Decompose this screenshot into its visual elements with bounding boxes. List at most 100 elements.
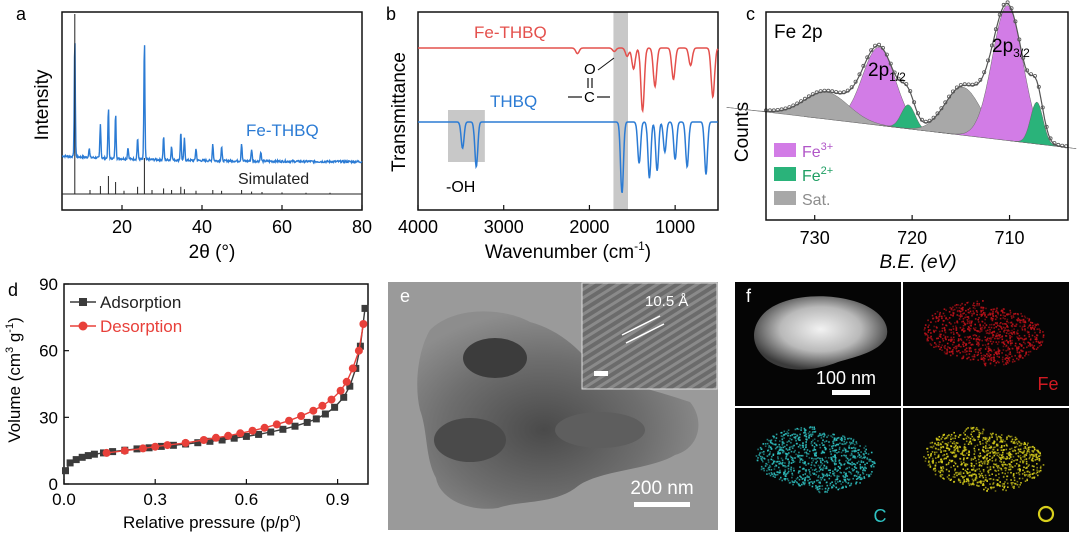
a-plot-frame [61, 11, 363, 211]
f-map-pixel [927, 331, 930, 333]
f-map-pixel [823, 435, 825, 438]
f-c-map-tile [735, 408, 901, 532]
f-map-pixel [792, 461, 795, 463]
f-map-pixel [1004, 323, 1006, 325]
f-map-pixel [972, 468, 975, 471]
f-map-pixel [986, 466, 989, 469]
f-map-pixel [975, 428, 977, 431]
f-map-pixel [829, 450, 832, 453]
f-map-pixel [847, 459, 850, 462]
f-map-pixel [840, 451, 843, 454]
f-map-pixel [1004, 318, 1006, 320]
f-map-pixel [981, 462, 984, 465]
panel-b: b Transmittance 4000 3000 2000 1000 Wavenum… [386, 4, 719, 263]
f-map-pixel [836, 476, 838, 478]
f-map-pixel [969, 335, 971, 338]
f-map-pixel [1014, 483, 1017, 485]
f-map-pixel [963, 327, 965, 330]
f-map-pixel [845, 474, 847, 477]
f-map-pixel [843, 447, 846, 450]
f-map-pixel [927, 326, 929, 328]
f-map-pixel [996, 466, 999, 469]
f-map-pixel [797, 446, 800, 448]
f-map-pixel [773, 473, 776, 476]
f-map-pixel [996, 484, 998, 486]
f-map-pixel [831, 447, 834, 450]
f-map-pixel [778, 466, 780, 469]
f-map-pixel [932, 469, 935, 471]
f-map-pixel [994, 337, 996, 340]
f-map-pixel [928, 463, 931, 465]
f-map-pixel [859, 467, 862, 470]
f-map-pixel [834, 468, 836, 471]
f-map-pixel [969, 471, 971, 474]
f-map-pixel [1026, 448, 1028, 450]
f-map-pixel [795, 453, 797, 456]
f-map-pixel [990, 359, 993, 362]
f-map-pixel [935, 447, 937, 450]
f-map-pixel [941, 317, 943, 320]
c-data-point [892, 70, 897, 75]
f-map-pixel [965, 353, 968, 356]
f-map-pixel [938, 319, 940, 321]
f-map-pixel [950, 433, 953, 436]
f-map-pixel [975, 338, 978, 341]
d-adsorption-point [230, 434, 238, 442]
f-map-pixel [991, 343, 993, 345]
f-map-pixel [1019, 356, 1021, 358]
f-map-pixel [833, 433, 835, 436]
f-map-pixel [763, 467, 765, 470]
f-map-pixel [1022, 460, 1024, 462]
f-map-pixel [959, 316, 962, 318]
f-map-pixel [931, 446, 934, 449]
f-map-pixel [963, 479, 965, 481]
f-map-pixel [833, 485, 835, 487]
f-map-pixel [977, 342, 979, 344]
f-map-pixel [799, 466, 801, 468]
f-map-pixel [956, 320, 958, 322]
f-map-pixel [1027, 470, 1029, 473]
f-map-pixel [999, 325, 1001, 327]
f-map-pixel [832, 442, 835, 445]
f-map-pixel [1004, 315, 1006, 317]
f-map-pixel [974, 334, 976, 336]
f-map-pixel [1017, 468, 1019, 471]
f-map-pixel [976, 304, 978, 307]
f-map-pixel [1031, 334, 1034, 337]
f-map-pixel [848, 479, 850, 481]
f-map-pixel [1011, 458, 1013, 461]
f-map-pixel [776, 471, 778, 473]
f-map-pixel [854, 457, 857, 459]
f-map-pixel [956, 474, 958, 477]
d-desorption-point [163, 441, 172, 450]
f-map-pixel [1006, 361, 1009, 364]
f-map-pixel [1001, 328, 1003, 330]
f-map-pixel [942, 340, 945, 342]
f-map-pixel [991, 456, 994, 458]
f-map-pixel [1028, 471, 1031, 474]
f-map-pixel [1041, 340, 1044, 343]
f-map-pixel [1019, 319, 1021, 322]
f-map-pixel [844, 480, 846, 482]
f-map-pixel [992, 432, 994, 435]
f-map-pixel [997, 347, 999, 350]
e-scale-label: 200 nm [630, 478, 693, 499]
f-map-pixel [945, 447, 948, 449]
f-map-pixel [982, 470, 985, 473]
f-map-pixel [1006, 355, 1009, 357]
f-map-pixel [781, 442, 784, 444]
f-map-pixel [780, 449, 783, 452]
f-map-pixel [837, 488, 839, 491]
panel-label-e: e [400, 286, 410, 306]
d-adsorption-point [84, 452, 92, 460]
f-map-pixel [962, 356, 965, 358]
f-map-pixel [965, 309, 967, 312]
f-map-pixel [976, 428, 979, 431]
f-map-pixel [1033, 455, 1036, 457]
d-desorption-point [212, 433, 220, 442]
f-map-pixel [947, 346, 949, 348]
f-map-pixel [828, 457, 830, 459]
f-map-pixel [1007, 362, 1010, 364]
f-map-pixel [970, 350, 972, 353]
f-map-pixel [1018, 469, 1021, 471]
